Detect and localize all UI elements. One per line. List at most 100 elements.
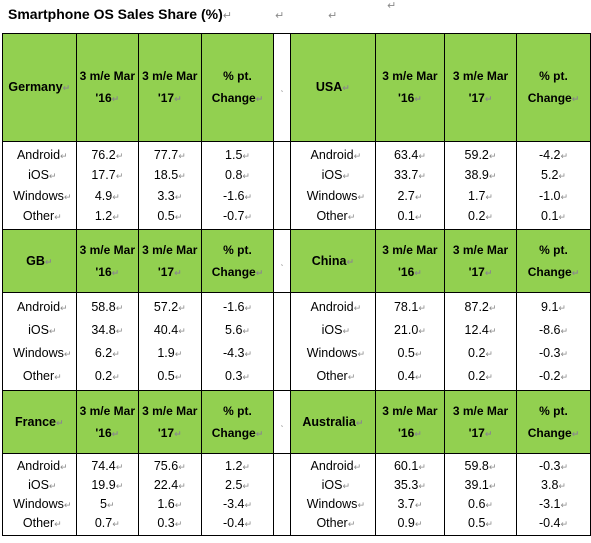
share-value: 57.2↵ (140, 296, 200, 319)
cell-mark: ↵ (178, 302, 186, 313)
os-name-cell: Android↵ iOS↵ Windows↵ Other↵ (2, 292, 77, 391)
value-text: 6.2 (94, 345, 113, 360)
period-header-text: % pt. Change (211, 403, 256, 440)
cell-mark: ↵ (488, 171, 497, 181)
value-text: 5.6 (225, 322, 243, 337)
country-name: USA (315, 80, 343, 94)
cell-mark: ↵ (178, 171, 186, 181)
period-header-text: 3 m/e Mar '17 (452, 242, 509, 279)
cell-mark: ↵ (112, 348, 120, 359)
value-cell: 74.4↵ 19.9↵ 5↵ 0.7↵ (75, 453, 140, 536)
cell-mark: ↵ (174, 212, 183, 222)
value-text: 21.0 (393, 322, 419, 337)
cell-mark: ↵ (346, 256, 354, 267)
value-text: 0.5 (157, 209, 175, 223)
period-header: 3 m/e Mar '16↵ (374, 229, 446, 293)
cell-mark: ↵ (418, 150, 426, 161)
share-value: 0.1↵ (376, 206, 443, 227)
cell-mark: ↵ (174, 499, 183, 510)
cell-mark: ↵ (115, 480, 124, 491)
os-name: Other↵ (9, 365, 75, 388)
cell-mark: ↵ (342, 83, 350, 93)
value-text: 87.2 (464, 299, 489, 314)
cell-mark: ↵ (347, 212, 356, 222)
os-label: Windows (13, 345, 64, 360)
share-value: -0.2↵ (518, 365, 590, 388)
value-text: -1.6 (222, 188, 245, 203)
value-text: 3.7 (397, 496, 415, 511)
share-value: 18.5↵ (140, 165, 200, 186)
share-value: -3.1↵ (518, 495, 590, 514)
value-text: 0.1 (541, 209, 559, 223)
share-value: 74.4↵ (77, 457, 137, 476)
cell-mark: ↵ (558, 171, 566, 181)
value-text: 0.5 (468, 515, 486, 530)
os-sales-share-table: Germany↵ 3 m/e Mar '16↵ 3 m/e Mar '17↵% pt… (2, 33, 591, 536)
period-header-text: 3 m/e Mar '16 (382, 69, 438, 105)
os-name: Windows↵ (9, 495, 75, 514)
period-header: % pt. Change↵ (516, 229, 591, 293)
cell-mark: ↵ (485, 212, 493, 222)
cell-mark: ↵ (342, 325, 351, 336)
value-cell: 9.1↵ -8.6↵ -0.3↵ -0.2↵ (516, 292, 591, 391)
cell-mark: ↵ (560, 518, 569, 529)
data-row: Android↵ iOS↵ Windows↵ Other↵ 58.8↵ 34.8↵ 6.2↵… (2, 292, 591, 391)
cell-mark: ↵ (174, 428, 182, 439)
period-header: 3 m/e Mar '17↵ (444, 229, 517, 293)
country-header: GB↵ (2, 229, 77, 293)
value-text: 5 (100, 496, 107, 511)
value-text: 76.2 (91, 147, 116, 162)
value-cell: 57.2↵ 40.4↵ 1.9↵ 0.5↵ (138, 292, 202, 391)
value-text: 33.7 (393, 168, 419, 182)
share-value: -3.4↵ (202, 495, 273, 514)
value-text: -3.4 (222, 496, 245, 511)
paragraph-mark: ↵ (328, 10, 338, 22)
share-value: 87.2↵ (446, 296, 516, 319)
share-value: -0.7↵ (202, 206, 273, 227)
country-header: USA↵ (289, 33, 376, 142)
share-value: 78.1↵ (376, 296, 443, 319)
cell-mark: ↵ (571, 267, 580, 278)
gap-mark: ˎ (280, 82, 284, 93)
cell-mark: ↵ (485, 499, 493, 510)
cell-mark: ↵ (54, 212, 62, 222)
country-name: Germany (8, 80, 63, 94)
cell-mark: ↵ (112, 371, 120, 382)
cell-mark: ↵ (484, 428, 493, 439)
os-label: iOS (321, 168, 343, 182)
cell-mark: ↵ (115, 302, 124, 313)
share-value: 59.2↵ (446, 145, 516, 166)
cell-mark: ↵ (242, 480, 250, 491)
country-name: France (15, 414, 56, 429)
cell-mark: ↵ (414, 191, 423, 202)
cell-mark: ↵ (418, 480, 426, 491)
period-header-text: % pt. Change (211, 69, 256, 105)
country-header: Germany↵ (2, 33, 77, 142)
value-cell: 58.8↵ 34.8↵ 6.2↵ 0.2↵ (75, 292, 140, 391)
cell-mark: ↵ (178, 480, 186, 491)
os-label: Windows (306, 496, 358, 511)
cell-mark: ↵ (174, 191, 183, 202)
value-text: 78.1 (393, 299, 419, 314)
cell-mark: ↵ (414, 94, 422, 104)
period-header-text: 3 m/e Mar '16 (79, 69, 135, 105)
value-text: -1.0 (538, 188, 561, 203)
os-name: Other↵ (9, 514, 75, 533)
cell-mark: ↵ (112, 191, 120, 202)
share-value: -0.4↵ (202, 514, 273, 533)
value-cell: -1.6↵ 5.6↵ -4.3↵ 0.3↵ (200, 292, 275, 391)
os-name: Other↵ (297, 365, 374, 388)
value-text: 59.2 (464, 147, 489, 162)
share-value: 3.8↵ (518, 476, 590, 495)
value-text: 12.4 (464, 322, 489, 337)
cell-mark: ↵ (484, 94, 493, 104)
cell-mark: ↵ (560, 150, 569, 161)
share-value: 0.2↵ (446, 206, 516, 227)
value-text: 0.2 (94, 368, 113, 383)
share-value: 0.9↵ (376, 514, 443, 533)
os-name: Android↵ (297, 145, 374, 166)
cell-mark: ↵ (353, 302, 362, 313)
period-header: 3 m/e Mar '17↵ (138, 33, 202, 142)
os-name: iOS↵ (297, 165, 374, 186)
period-header-text: 3 m/e Mar '16 (79, 403, 135, 440)
